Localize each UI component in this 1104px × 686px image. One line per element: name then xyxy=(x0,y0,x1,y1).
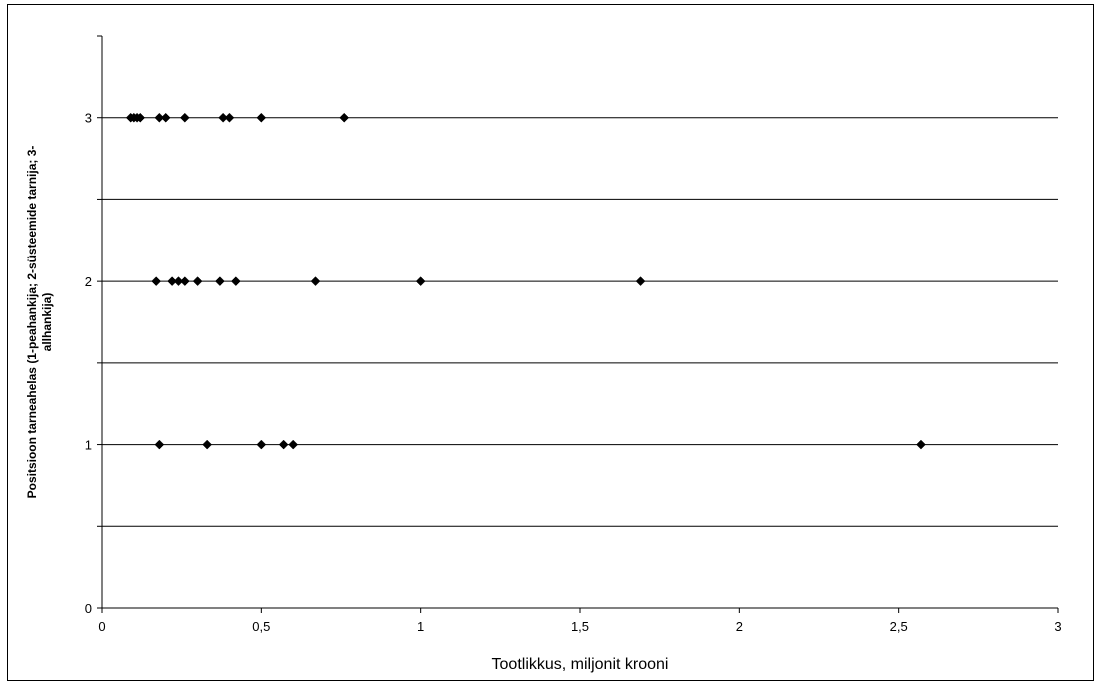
y-tick-label: 1 xyxy=(85,438,92,453)
y-axis-ticks: 0 1 2 3 xyxy=(85,35,102,616)
data-point xyxy=(288,439,299,450)
data-point xyxy=(154,112,165,123)
x-tick-label: 3 xyxy=(1054,619,1061,634)
data-point xyxy=(151,276,162,286)
data-point xyxy=(215,276,225,286)
y-tick-label: 0 xyxy=(85,601,92,616)
axes xyxy=(101,36,1058,609)
y-axis-label-line-2: allhankija) xyxy=(40,293,54,352)
x-axis-ticks: 0 0,5 1 1,5 2 2,5 3 xyxy=(98,608,1062,634)
x-tick-label: 0,5 xyxy=(252,619,270,634)
x-axis-label: Tootlikkus, miljonit krooni xyxy=(492,656,669,673)
data-point xyxy=(160,112,171,123)
y-tick-label: 2 xyxy=(85,274,92,289)
x-tick-label: 1 xyxy=(417,619,424,634)
x-tick-label: 2,5 xyxy=(890,619,908,634)
data-point xyxy=(635,276,646,286)
data-point xyxy=(256,439,267,450)
data-point xyxy=(230,276,241,286)
data-point xyxy=(179,276,190,286)
x-tick-label: 1,5 xyxy=(571,619,589,634)
data-point xyxy=(224,112,235,123)
data-point xyxy=(256,112,267,123)
data-point xyxy=(415,276,426,286)
data-point xyxy=(202,439,213,450)
data-point xyxy=(339,112,350,123)
data-point xyxy=(218,112,228,123)
data-point xyxy=(192,276,203,286)
data-point xyxy=(179,112,190,123)
data-point xyxy=(173,276,184,286)
data-point xyxy=(916,439,926,450)
data-point xyxy=(135,112,146,123)
data-point xyxy=(154,439,165,450)
x-tick-label: 0 xyxy=(98,619,105,634)
data-point xyxy=(167,276,177,286)
data-point xyxy=(278,439,289,450)
data-points xyxy=(125,112,926,450)
y-axis-label: Positsioon tarneahelas (1-peahankija; 2-… xyxy=(25,146,54,499)
data-point xyxy=(310,276,321,286)
gridlines xyxy=(102,117,1058,527)
y-tick-label: 3 xyxy=(85,111,92,126)
x-tick-label: 2 xyxy=(736,619,743,634)
y-axis-label-line-1: Positsioon tarneahelas (1-peahankija; 2-… xyxy=(25,146,39,499)
